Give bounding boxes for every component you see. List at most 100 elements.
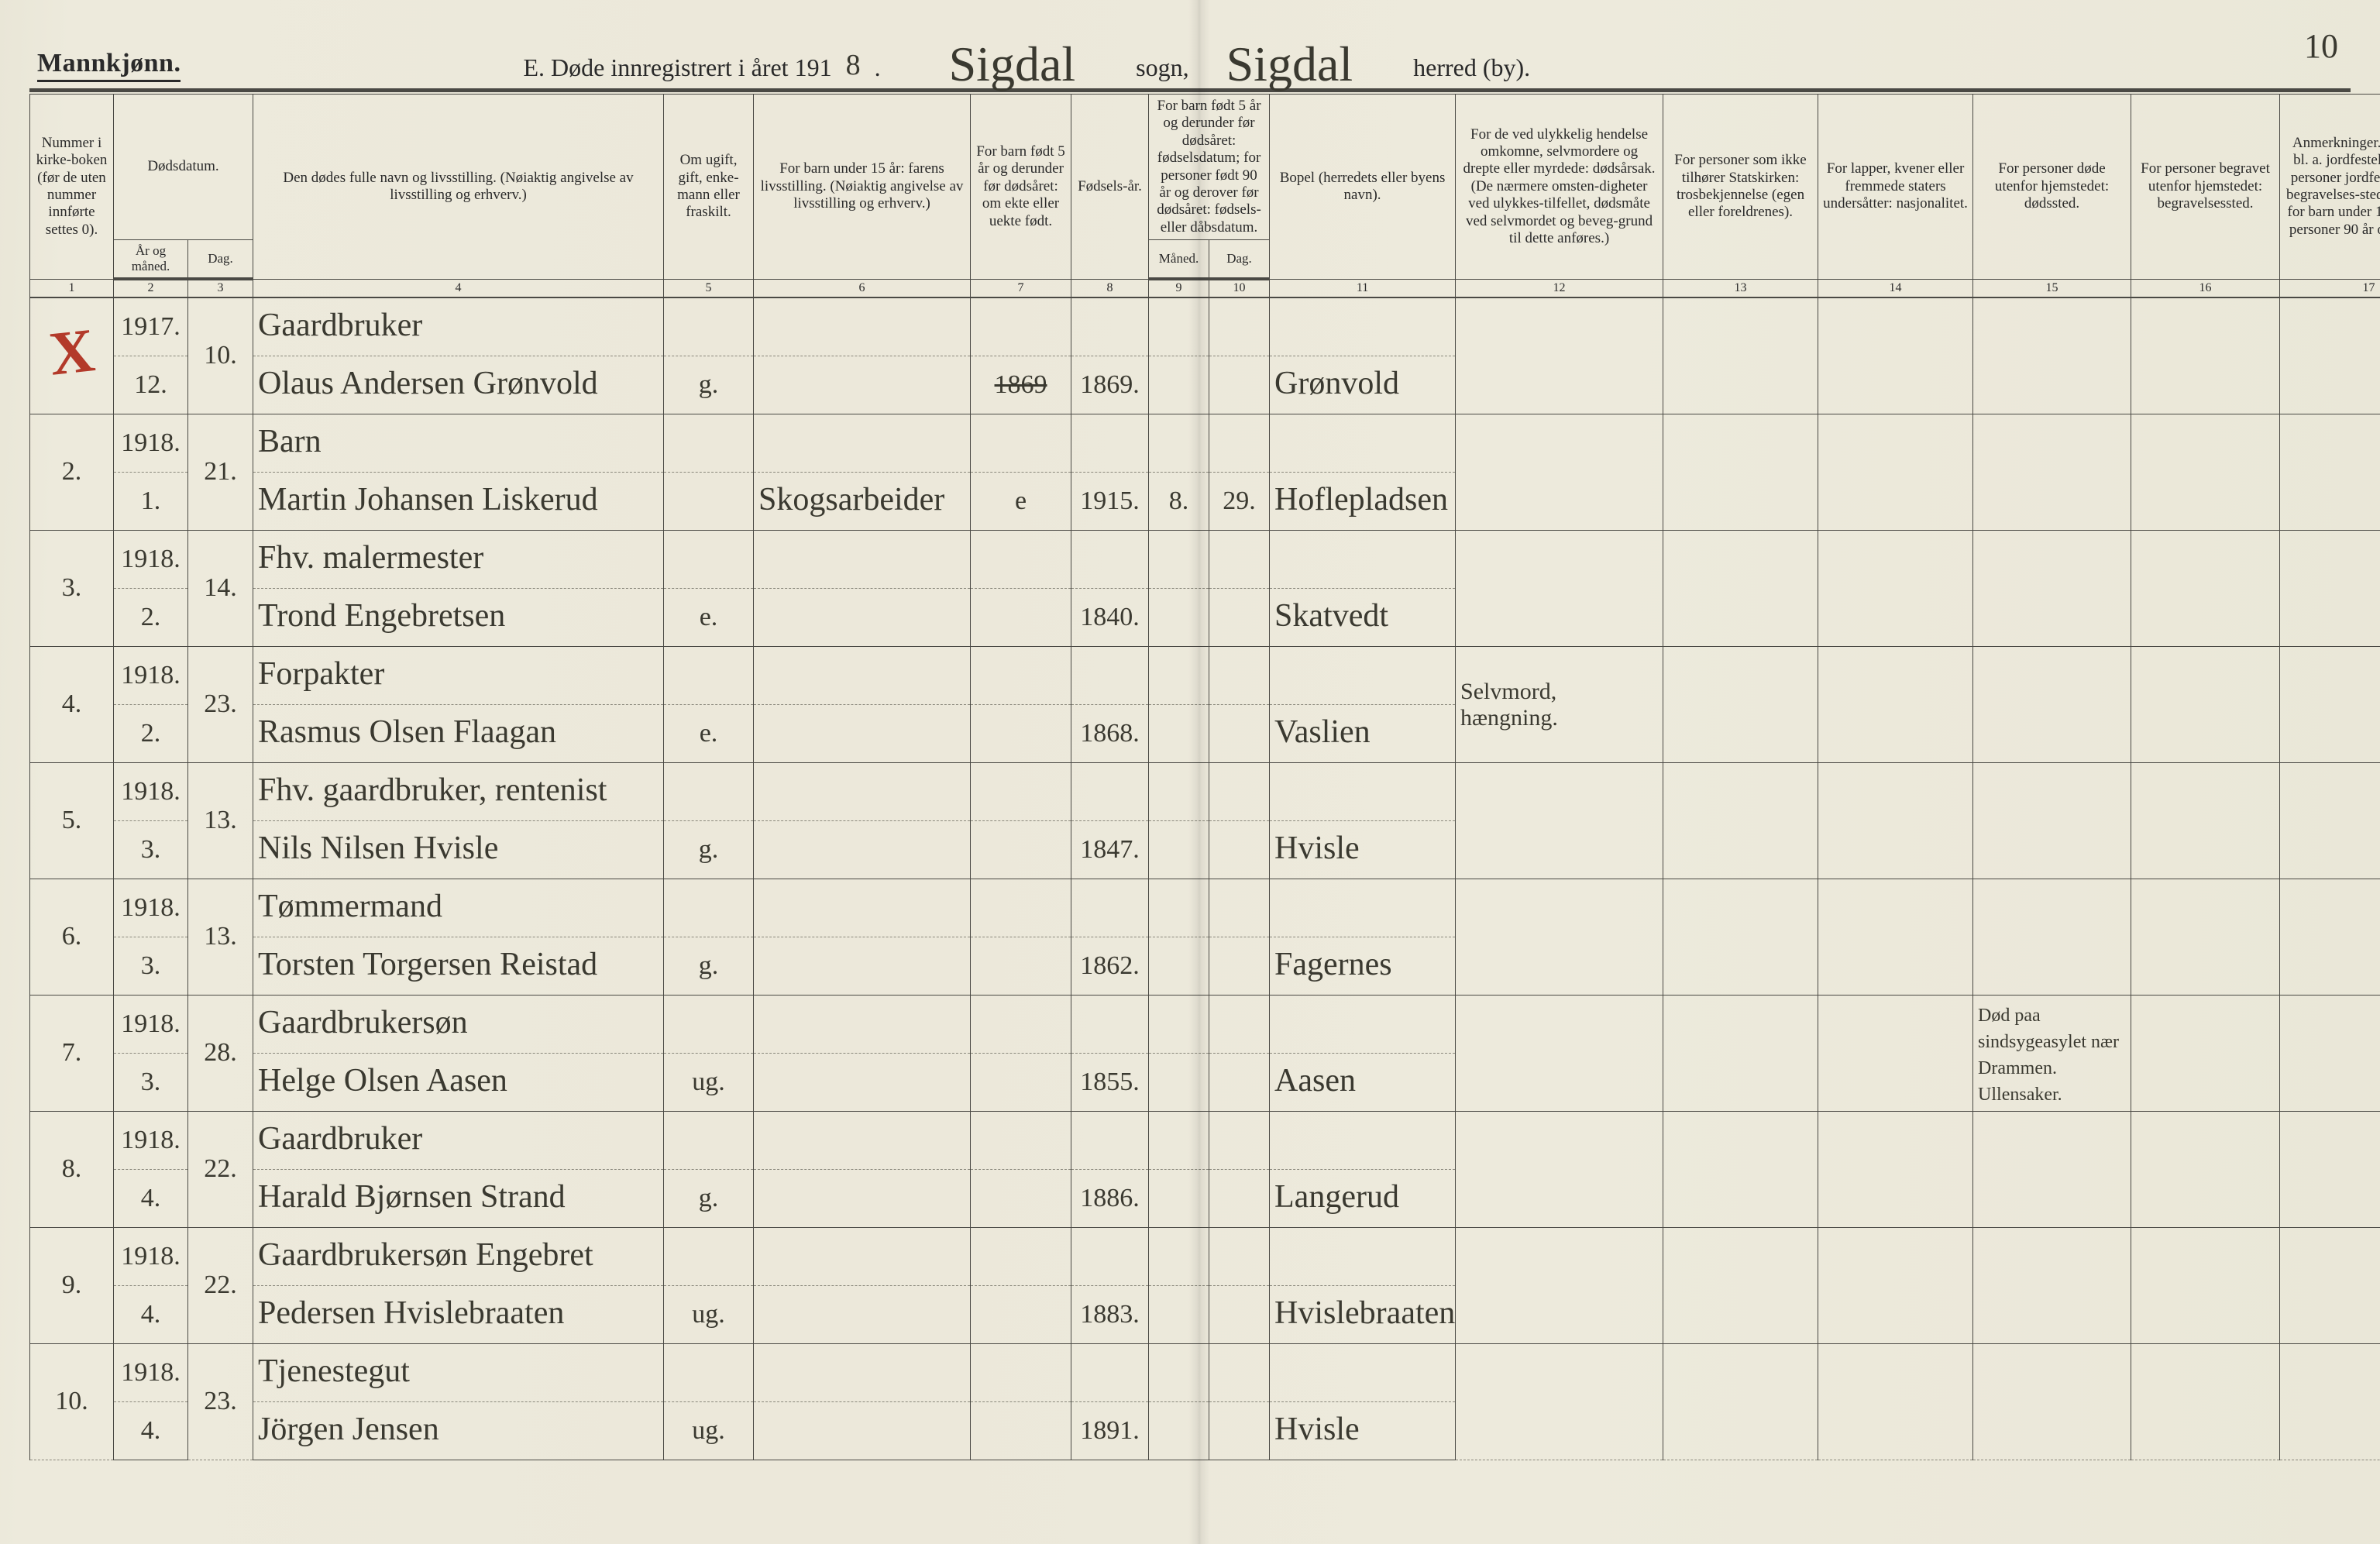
table-cell	[1818, 414, 1973, 530]
table-cell	[971, 704, 1071, 762]
table-cell	[1149, 588, 1209, 646]
table-cell	[754, 820, 971, 879]
entry-number: 9.	[62, 1271, 82, 1299]
birth-year: 1883.	[1080, 1300, 1140, 1329]
table-cell: 1918.	[114, 1343, 188, 1401]
table-cell	[2280, 762, 2380, 879]
birth-month: 8.	[1169, 487, 1189, 515]
table-cell: 1918.	[114, 414, 188, 472]
table-cell: 29.	[1209, 472, 1270, 530]
person-name: Harald Bjørnsen Strand	[258, 1179, 566, 1215]
title-line: E. Døde innregistrert i året 191 8 . Sig…	[198, 47, 2343, 82]
occupation: Gaardbruker	[258, 308, 422, 343]
table-cell: 8.	[1149, 472, 1209, 530]
col-num-value: 17	[2363, 281, 2375, 294]
table-cell: 7.	[30, 995, 114, 1111]
col-num: 1	[30, 279, 114, 297]
entry-number: 2.	[62, 457, 82, 486]
residence: Grønvold	[1274, 366, 1399, 401]
table-cell	[1663, 1227, 1818, 1343]
table-cell: X	[30, 297, 114, 414]
marital-status: g.	[699, 1184, 719, 1212]
table-cell	[1270, 1343, 1456, 1401]
table-cell	[1071, 1227, 1149, 1285]
table-cell	[754, 879, 971, 937]
entry-number: 10.	[55, 1387, 88, 1415]
marital-status: ug.	[692, 1300, 725, 1329]
table-row: 4.1918.23.ForpakterSelvmord, hængning.	[30, 646, 2380, 704]
table-cell	[754, 297, 971, 356]
page-number: 10	[2304, 26, 2338, 66]
table-cell	[1663, 646, 1818, 762]
table-cell	[1456, 1227, 1663, 1343]
table-cell	[971, 820, 1071, 879]
table-cell	[1209, 1169, 1270, 1227]
col-num: 5	[664, 279, 754, 297]
col-header: Fødsels-år.	[1071, 95, 1149, 280]
table-cell: 1918.	[114, 646, 188, 704]
col-num: 15	[1973, 279, 2131, 297]
table-cell: 1918.	[114, 762, 188, 820]
entry-number: 5.	[62, 806, 82, 834]
table-cell: Grønvold	[1270, 356, 1456, 414]
table-cell	[754, 588, 971, 646]
table-cell	[1270, 1227, 1456, 1285]
table-cell	[1818, 1111, 1973, 1227]
entry-number: 6.	[62, 922, 82, 951]
death-day: 23.	[204, 689, 237, 718]
marital-status: g.	[699, 370, 719, 399]
table-cell	[1270, 879, 1456, 937]
table-cell	[754, 1169, 971, 1227]
person-name: Rasmus Olsen Flaagan	[258, 714, 556, 750]
table-row: 8.1918.22.Gaardbruker	[30, 1111, 2380, 1169]
col-subheader: År og måned.	[114, 240, 188, 280]
table-cell: 1862.	[1071, 937, 1149, 995]
table-cell: Harald Bjørnsen Strand	[253, 1169, 664, 1227]
table-cell	[754, 1227, 971, 1285]
col-header: Anmerkninger. (Herunder bl. a. jordfeste…	[2280, 95, 2380, 280]
table-cell	[1071, 762, 1149, 820]
table-row: 10.1918.23.Tjenestegut	[30, 1343, 2380, 1401]
table-cell	[1149, 1053, 1209, 1111]
death-month: 4.	[141, 1184, 161, 1212]
table-cell	[1071, 995, 1149, 1053]
table-cell	[971, 297, 1071, 356]
person-name: Martin Johansen Liskerud	[258, 482, 598, 518]
table-cell	[754, 995, 971, 1053]
table-cell: Tjenestegut	[253, 1343, 664, 1401]
residence: Aasen	[1274, 1063, 1356, 1099]
table-cell	[754, 1053, 971, 1111]
death-year: 1918.	[121, 777, 181, 806]
top-rule	[29, 88, 2351, 92]
table-cell	[1973, 297, 2131, 414]
table-cell	[2131, 297, 2280, 414]
death-year: 1918.	[121, 545, 181, 573]
birth-year: 1840.	[1080, 603, 1140, 631]
col-header: Nummer i kirke-boken (før de uten nummer…	[30, 95, 114, 280]
death-year: 1918.	[121, 661, 181, 689]
birth-year: 1847.	[1080, 835, 1140, 864]
table-cell: g.	[664, 356, 754, 414]
table-cell	[971, 646, 1071, 704]
table-cell	[664, 762, 754, 820]
table-cell: Nils Nilsen Hvisle	[253, 820, 664, 879]
table-cell	[2280, 1227, 2380, 1343]
death-place: Død paa sindsygeasylet nær Drammen. Ulle…	[1978, 1006, 2119, 1105]
table-cell: Hvislebraaten	[1270, 1285, 1456, 1343]
table-cell	[1149, 297, 1209, 356]
table-cell: Fhv. gaardbruker, rentenist	[253, 762, 664, 820]
person-name: Trond Engebretsen	[258, 598, 505, 634]
table-cell	[2131, 530, 2280, 646]
table-cell: 1918.	[114, 1227, 188, 1285]
occupation: Forpakter	[258, 656, 384, 692]
death-day: 22.	[204, 1154, 237, 1183]
col-num: 3	[188, 279, 253, 297]
table-cell: 10.	[30, 1343, 114, 1460]
col-header: Dødsdatum.	[114, 95, 253, 240]
table-cell	[754, 356, 971, 414]
table-cell	[1149, 1169, 1209, 1227]
gender-label: Mannkjønn.	[37, 49, 181, 82]
table-cell	[1149, 937, 1209, 995]
table-cell	[1456, 762, 1663, 879]
table-cell	[1973, 1343, 2131, 1460]
